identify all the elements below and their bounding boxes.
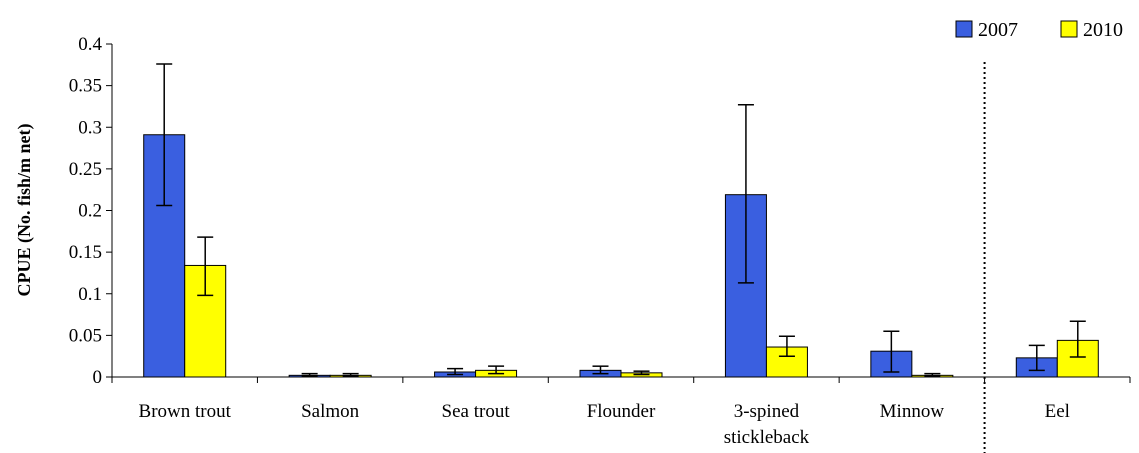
x-tick-label-line: Sea trout: [442, 401, 511, 422]
y-tick-label-4: 0.2: [78, 201, 102, 222]
x-tick-label-line: Flounder: [587, 401, 656, 422]
x-tick-label-6: Eel: [1045, 401, 1070, 422]
error-bars: [156, 63, 1086, 377]
x-axis: Brown trout Salmon Sea trout Flounder 3-spin…: [111, 376, 1131, 448]
x-tick-label-line: Brown trout: [139, 401, 232, 422]
legend-label-2007: 2007: [978, 19, 1018, 41]
x-tick-label-0: Brown trout: [139, 401, 232, 422]
x-tick-label-line: Minnow: [880, 401, 945, 422]
y-tick-label-8: 0.4: [78, 34, 102, 55]
x-tick-label-5: Minnow: [880, 401, 945, 422]
x-tick-label-line: Eel: [1045, 401, 1070, 422]
legend-swatch-2010: [1060, 20, 1078, 38]
x-tick-label-4: 3-spined stickleback: [724, 401, 810, 448]
y-tick-label-0: 0: [93, 367, 103, 388]
y-tick-label-2: 0.1: [78, 284, 102, 305]
y-tick-label-3: 0.15: [69, 242, 102, 263]
x-tick-label-3: Flounder: [587, 401, 656, 422]
legend: 2007 2010: [955, 19, 1123, 41]
x-tick-label-line: stickleback: [724, 427, 810, 448]
y-axis-label: CPUE (No. fish/m net): [14, 124, 35, 297]
legend-label-2010: 2010: [1083, 19, 1123, 41]
x-tick-label-1: Salmon: [301, 401, 360, 422]
y-tick-label-6: 0.3: [78, 117, 102, 138]
bars: [143, 134, 1099, 378]
x-tick-label-2: Sea trout: [442, 401, 511, 422]
y-tick-label-5: 0.25: [69, 159, 102, 180]
y-tick-label-7: 0.35: [69, 76, 102, 97]
legend-swatch-2007: [955, 20, 973, 38]
y-axis: 0 0.05 0.1 0.15 0.2 0.25 0.3 0.35 0.4: [69, 34, 113, 388]
x-tick-label-line: Salmon: [301, 401, 360, 422]
x-tick-label-line: 3-spined: [734, 401, 800, 422]
y-tick-label-1: 0.05: [69, 325, 102, 346]
